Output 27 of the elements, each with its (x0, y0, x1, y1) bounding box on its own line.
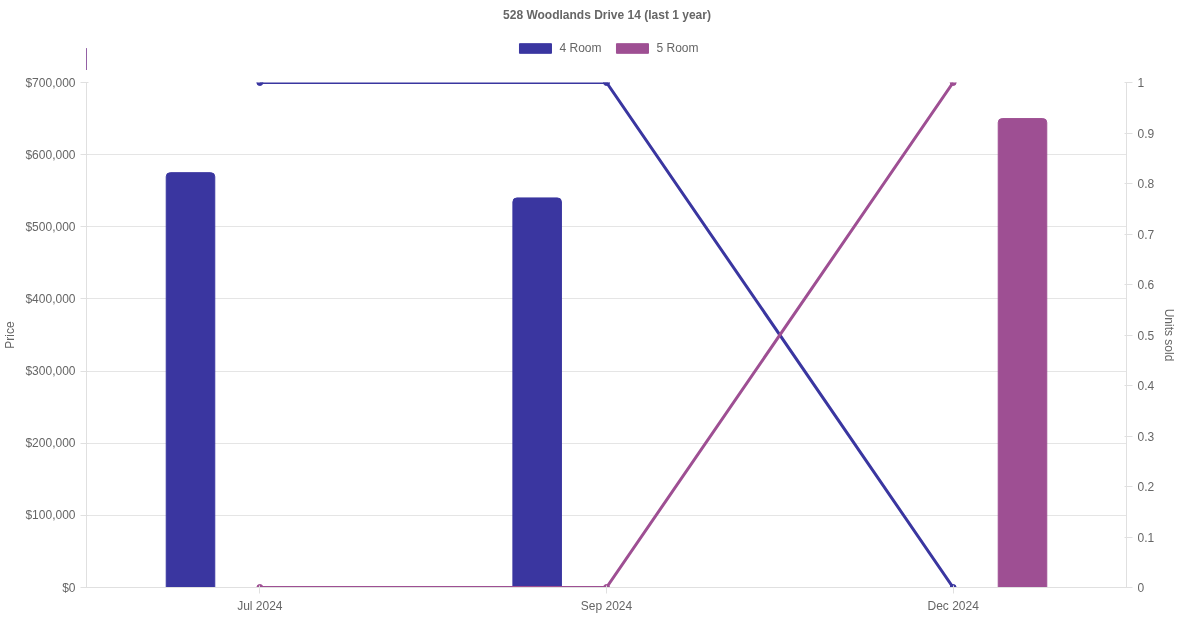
y2-tick-label: 0.6 (1137, 278, 1155, 292)
y2-tick-label: 0.4 (1137, 379, 1155, 393)
y-tick-label: $700,000 (25, 75, 76, 90)
y2-tick-label: 0 (1137, 581, 1145, 595)
y-tick-label: $0 (62, 580, 76, 595)
x-tick-label: Jul 2024 (237, 598, 283, 613)
y-tick-label: $400,000 (25, 291, 76, 306)
y-tick-label: $200,000 (25, 436, 76, 451)
y-tick-label: $600,000 (25, 147, 76, 162)
legend-label: 5 Room (656, 41, 699, 55)
y-tick-label: $500,000 (25, 219, 76, 234)
y2-tick-label: 0.8 (1137, 177, 1155, 191)
y2-tick-label: 0.2 (1137, 480, 1155, 494)
y2-tick-label: 0.5 (1137, 328, 1155, 343)
y2-tick-label: 0.1 (1137, 530, 1155, 545)
y2-tick-label: 0.9 (1137, 126, 1155, 141)
y2-tick-label: 0.3 (1137, 429, 1155, 444)
x-tick-label: Sep 2024 (580, 598, 633, 613)
y-tick-label: $300,000 (25, 364, 76, 379)
y2-tick-label: 1 (1137, 76, 1145, 90)
legend-label: 4 Room (559, 41, 602, 55)
x-tick-label: Dec 2024 (927, 598, 980, 613)
y-tick-label: $100,000 (25, 508, 76, 523)
y2-axis-title: Units sold (1162, 308, 1177, 362)
y2-tick-label: 0.7 (1137, 227, 1155, 242)
chart-title: 528 Woodlands Drive 14 (last 1 year) (503, 7, 711, 22)
y-axis-title: Price (3, 321, 18, 349)
